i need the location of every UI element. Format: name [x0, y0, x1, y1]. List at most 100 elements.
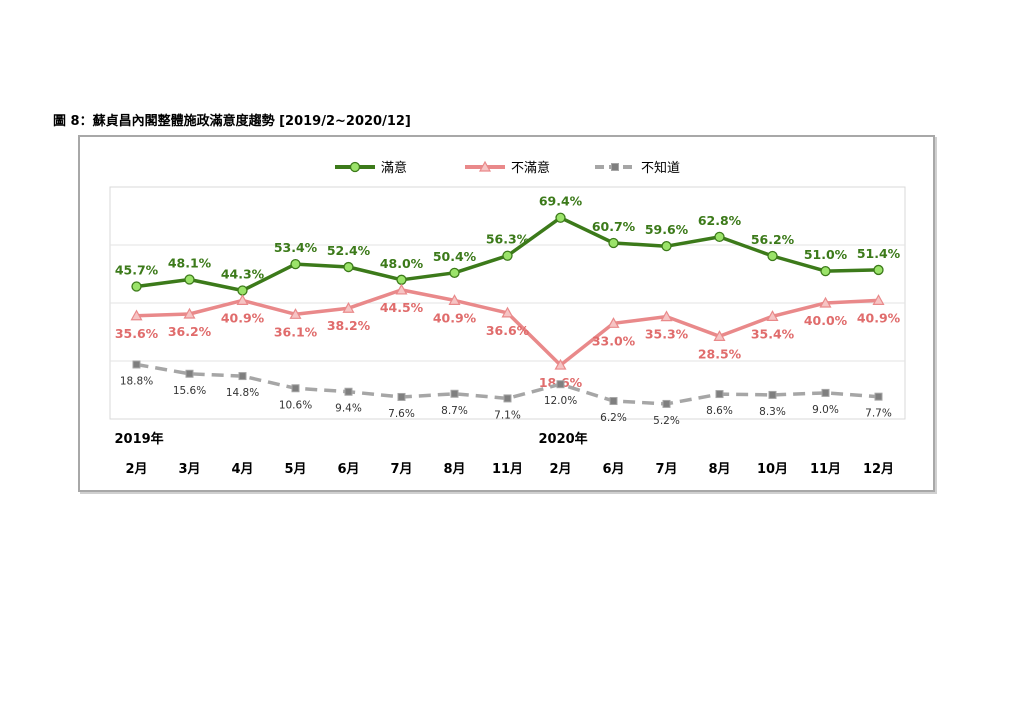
x-tick-label-4: 6月	[337, 462, 359, 477]
data-point-0-8	[555, 212, 566, 223]
data-label-2-14: 7.7%	[865, 408, 892, 420]
chart-frame: 滿意 不滿意 不知道 45.7% 48.1% 44.3% 53.4% 52.4% 48.0% 50…	[78, 135, 935, 492]
data-point-0-12	[767, 250, 778, 262]
data-label-2-1: 15.6%	[173, 385, 206, 397]
data-point-2-13	[821, 388, 830, 397]
data-label-2-6: 8.7%	[441, 405, 468, 417]
x-tick-label-10: 7月	[655, 462, 677, 477]
data-point-1-8	[554, 358, 567, 370]
data-point-2-0	[132, 360, 141, 369]
data-point-2-11	[715, 390, 724, 399]
data-point-2-12	[768, 390, 777, 399]
data-label-0-6: 50.4%	[433, 249, 477, 264]
data-point-1-1	[183, 307, 196, 319]
data-point-1-14	[872, 294, 885, 305]
data-point-0-2	[237, 285, 248, 296]
line-chart: 滿意 不滿意 不知道 45.7% 48.1% 44.3% 53.4% 52.4% 48.0% 50…	[109, 160, 906, 477]
data-label-0-1: 48.1%	[168, 256, 212, 271]
x-tick-label-9: 6月	[602, 462, 624, 477]
year-label-1: 2020年	[539, 431, 588, 447]
x-tick-label-13: 11月	[810, 462, 841, 477]
data-point-2-10	[662, 399, 671, 408]
series-line-2	[136, 362, 879, 406]
data-label-1-14: 40.9%	[857, 310, 901, 325]
data-label-1-5: 44.5%	[380, 300, 424, 315]
data-point-2-4	[344, 387, 353, 396]
legend-marker-0	[349, 161, 361, 173]
data-label-1-9: 33.0%	[592, 333, 636, 348]
data-label-1-2: 40.9%	[221, 310, 265, 325]
data-point-2-14	[874, 392, 883, 401]
data-point-0-13	[820, 265, 831, 277]
data-label-0-13: 51.0%	[804, 247, 848, 262]
data-point-1-6	[448, 294, 461, 305]
data-label-1-6: 40.9%	[433, 310, 477, 325]
data-label-1-4: 38.2%	[327, 318, 371, 333]
data-point-0-0	[131, 281, 142, 292]
data-point-1-13	[819, 296, 832, 308]
data-point-1-10	[660, 310, 673, 322]
data-point-0-9	[608, 237, 619, 249]
legend-marker-1	[478, 160, 492, 172]
data-label-0-10: 59.6%	[645, 222, 689, 237]
data-label-2-12: 8.3%	[759, 406, 786, 418]
data-point-0-5	[396, 274, 407, 285]
data-label-0-12: 56.2%	[751, 232, 795, 247]
data-label-0-8: 69.4%	[539, 194, 583, 209]
data-label-2-11: 8.6%	[706, 405, 733, 417]
data-label-0-11: 62.8%	[698, 213, 742, 228]
data-point-2-6	[450, 389, 459, 398]
x-tick-label-3: 5月	[284, 462, 306, 477]
data-point-1-3	[289, 308, 302, 319]
data-point-2-7	[503, 394, 512, 403]
data-point-2-1	[185, 369, 194, 378]
data-label-2-9: 6.2%	[600, 412, 627, 424]
x-tick-label-12: 10月	[757, 462, 788, 477]
data-point-2-9	[609, 397, 618, 406]
x-tick-label-14: 12月	[863, 462, 894, 477]
data-point-1-0	[130, 309, 143, 321]
data-label-1-0: 35.6%	[115, 326, 159, 341]
data-label-1-3: 36.1%	[274, 324, 318, 339]
data-point-0-3	[290, 258, 301, 270]
data-point-2-5	[397, 392, 406, 401]
data-point-1-7	[501, 306, 514, 318]
data-point-0-14	[873, 264, 884, 276]
legend-label-2: 不知道	[641, 160, 680, 176]
data-point-0-1	[184, 274, 195, 285]
data-point-1-4	[342, 301, 355, 313]
data-label-2-5: 7.6%	[388, 408, 415, 420]
data-point-2-3	[291, 384, 300, 393]
data-point-0-7	[502, 250, 513, 261]
figure-title: 圖 8：蘇貞昌內閣整體施政滿意度趨勢 [2019/2~2020/12]	[53, 114, 411, 129]
data-point-2-8	[556, 380, 565, 389]
data-label-1-11: 28.5%	[698, 346, 742, 361]
data-label-1-13: 40.0%	[804, 313, 848, 328]
data-label-0-7: 56.3%	[486, 232, 530, 247]
x-tick-label-1: 3月	[178, 462, 200, 477]
data-label-1-10: 35.3%	[645, 327, 689, 342]
legend-label-0: 滿意	[381, 160, 407, 176]
data-label-2-10: 5.2%	[653, 415, 680, 427]
x-tick-label-5: 7月	[390, 462, 412, 477]
data-label-2-13: 9.0%	[812, 404, 839, 416]
x-tick-label-2: 4月	[231, 462, 253, 477]
data-label-1-7: 36.6%	[486, 323, 530, 338]
data-label-2-7: 7.1%	[494, 409, 521, 421]
data-point-0-10	[661, 241, 672, 252]
data-label-0-14: 51.4%	[857, 246, 901, 261]
data-point-0-11	[714, 231, 725, 243]
data-label-2-4: 9.4%	[335, 403, 362, 415]
data-point-2-2	[238, 372, 247, 381]
x-tick-label-7: 11月	[492, 462, 523, 477]
data-point-0-4	[343, 261, 354, 273]
data-label-0-0: 45.7%	[115, 262, 159, 277]
data-label-0-5: 48.0%	[380, 256, 424, 271]
x-tick-label-6: 8月	[443, 462, 465, 477]
data-label-2-0: 18.8%	[120, 375, 153, 387]
data-label-0-2: 44.3%	[221, 267, 265, 282]
data-point-1-2	[236, 294, 249, 305]
x-tick-label-8: 2月	[549, 462, 571, 477]
data-label-1-12: 35.4%	[751, 326, 795, 341]
data-label-1-1: 36.2%	[168, 324, 212, 339]
